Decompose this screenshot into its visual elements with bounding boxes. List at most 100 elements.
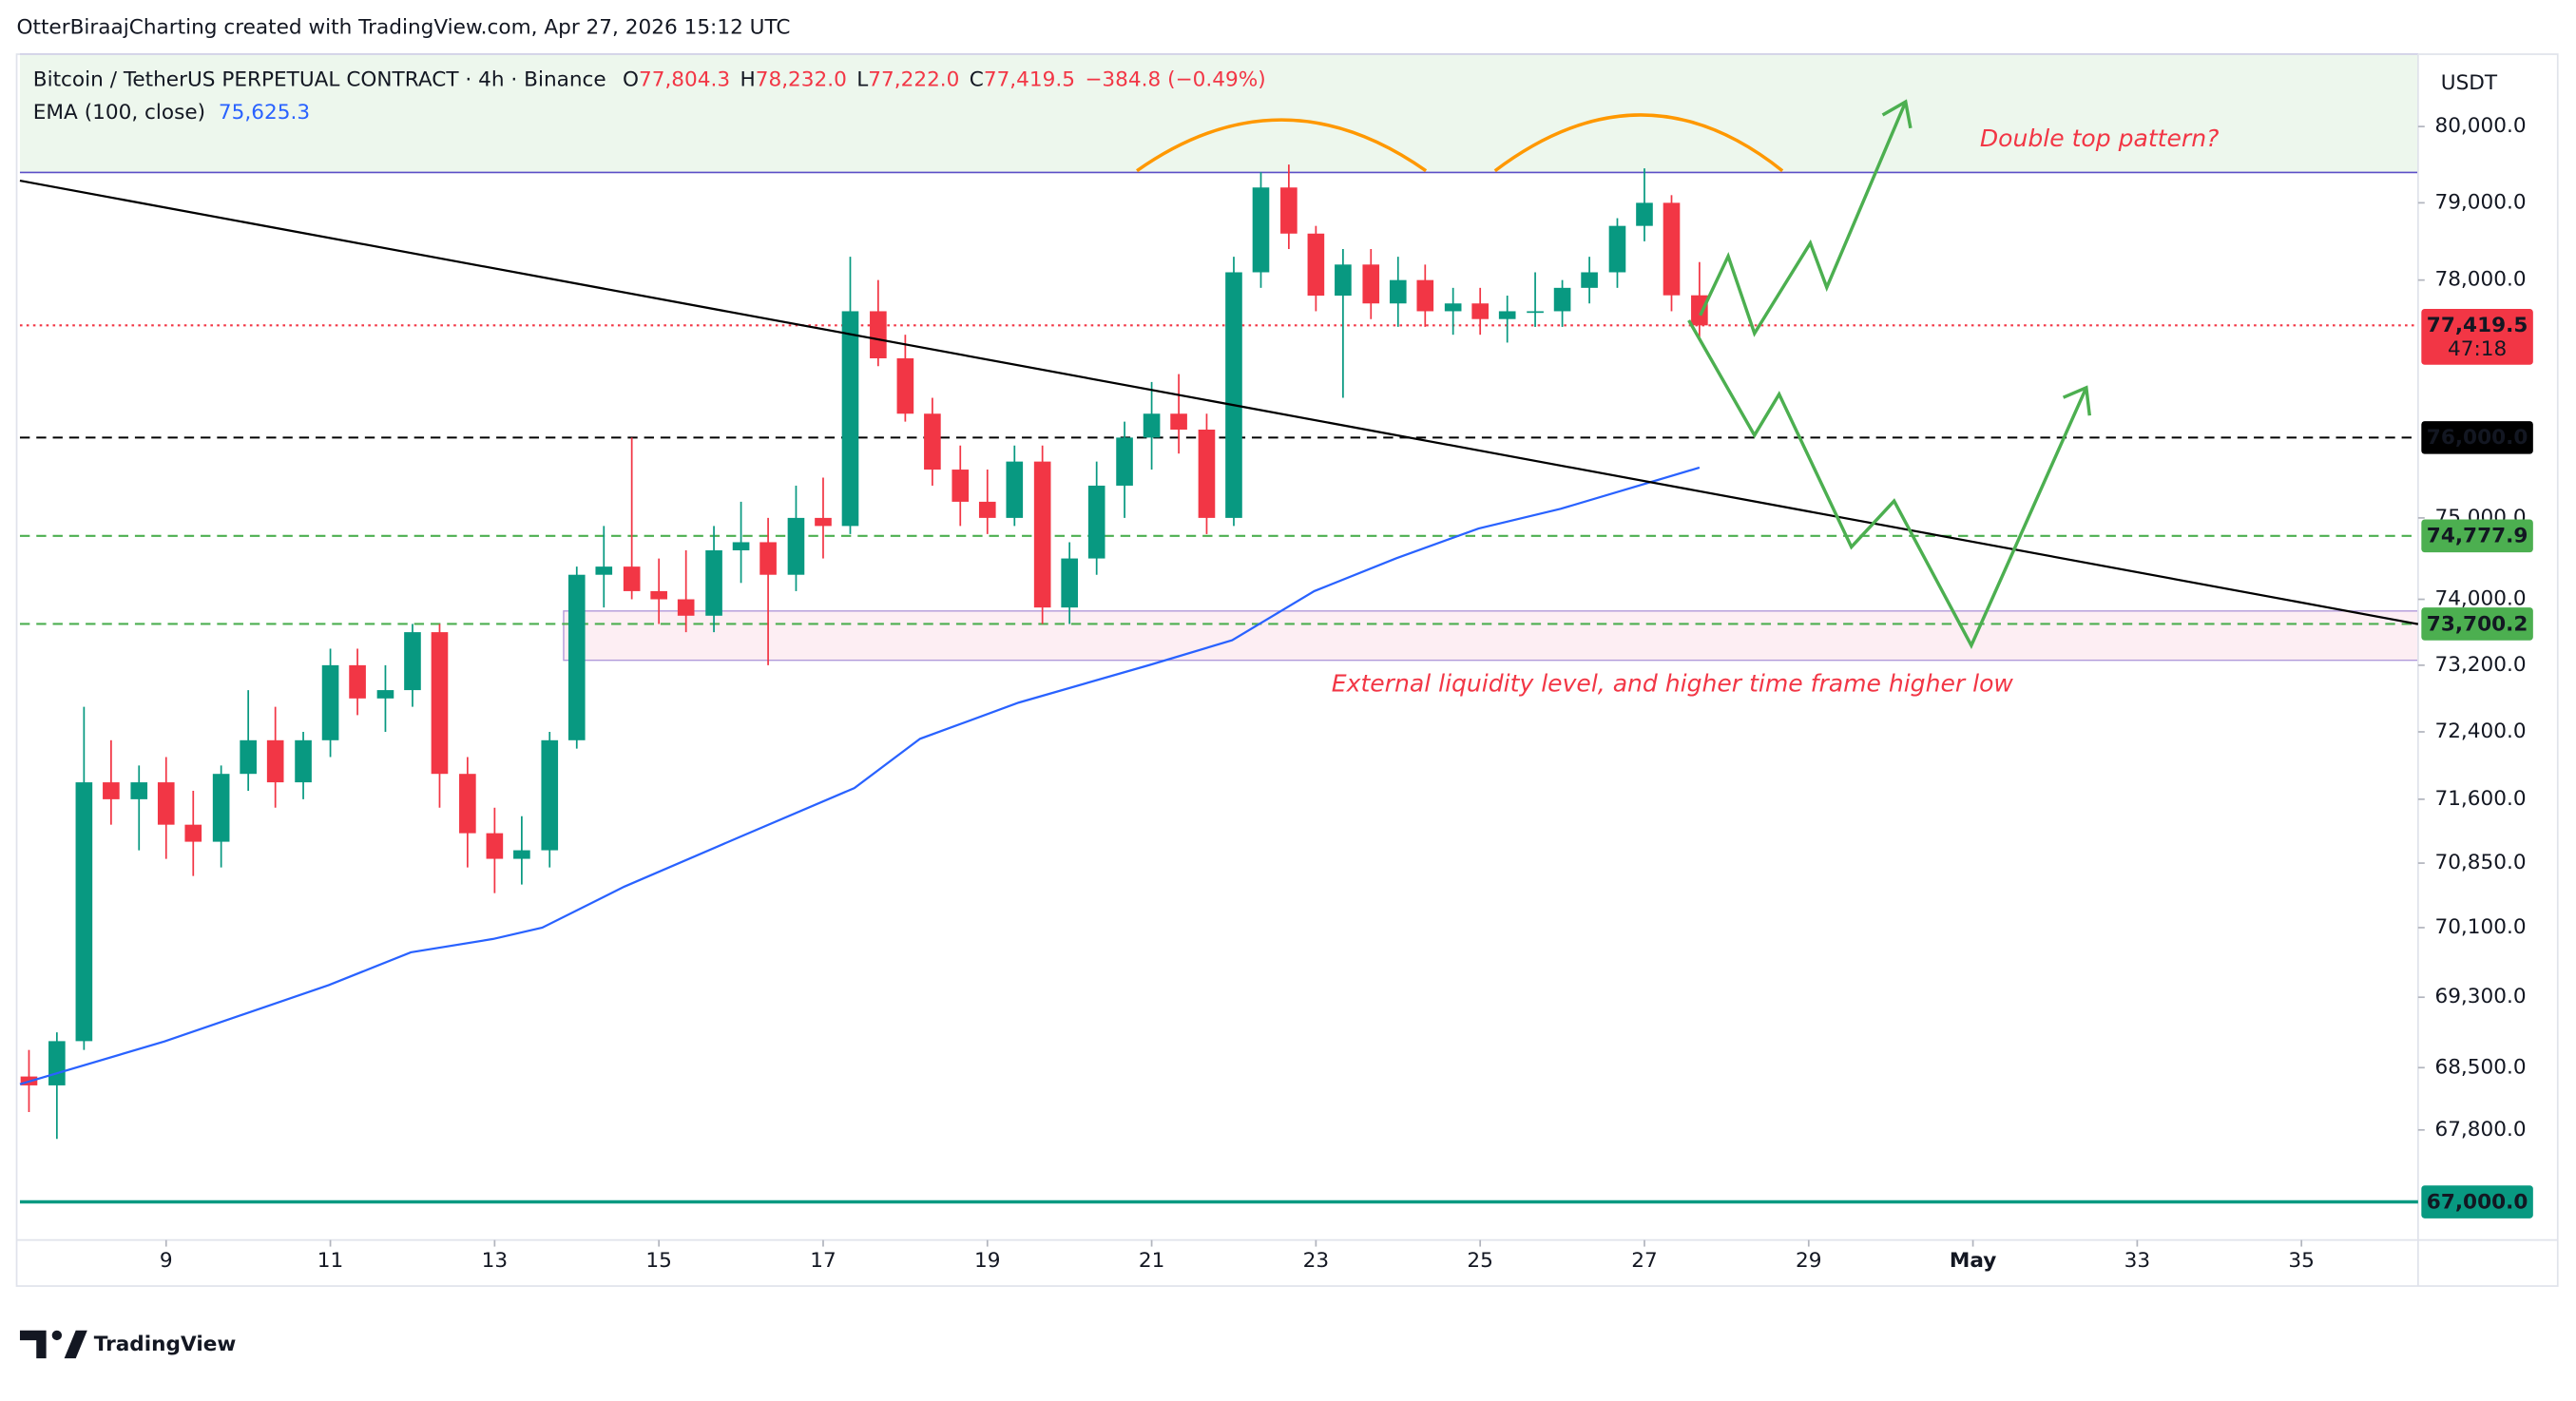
x-tick-label: 15 (645, 1249, 671, 1273)
candle-body (1553, 287, 1571, 312)
candle-body (48, 1041, 66, 1085)
candle-body (1444, 303, 1462, 312)
price-badge (2421, 1185, 2533, 1219)
candle-body (486, 833, 504, 859)
candle-body (349, 664, 366, 699)
candle-body (103, 782, 120, 799)
candle-body (952, 470, 970, 502)
symbol: Bitcoin / TetherUS PERPETUAL CONTRACT · … (33, 68, 606, 92)
ohlc-value: 78,232.0 (756, 68, 847, 92)
x-tick-label: 21 (1139, 1249, 1164, 1273)
annotation: External liquidity level, and higher tim… (1332, 670, 2014, 698)
indicator-name: EMA (100, close) (33, 101, 205, 125)
candle-body (541, 739, 559, 851)
candle-body (924, 413, 941, 470)
supply-zone (19, 54, 2418, 173)
candle-body (1498, 311, 1516, 319)
candle-body (787, 517, 805, 575)
candle-body (1471, 303, 1489, 319)
x-tick-label: 29 (1796, 1249, 1821, 1273)
candle-body (1663, 202, 1681, 296)
candle-body (1691, 295, 1708, 326)
x-tick-label: 35 (2288, 1249, 2314, 1273)
trend-line (19, 179, 2419, 625)
y-tick-label: 67,800.0 (2434, 1118, 2526, 1142)
annotation: Double top pattern? (1980, 125, 2219, 152)
brand: TradingView (94, 1333, 237, 1356)
candle-body (321, 664, 339, 740)
ohlc-key: H (740, 68, 755, 92)
y-tick-label: 71,600.0 (2434, 787, 2526, 811)
ohlc-value: 77,222.0 (868, 68, 959, 92)
y-tick-label: 68,500.0 (2434, 1055, 2526, 1079)
candle-body (1061, 558, 1078, 608)
candle-body (595, 566, 613, 575)
candle-body (1416, 279, 1434, 312)
candle-body (623, 566, 641, 591)
candle-body (677, 599, 695, 616)
x-tick-label: 11 (317, 1249, 343, 1273)
candle-body (1527, 311, 1544, 314)
candle-body (130, 782, 148, 799)
candle-body (841, 311, 859, 527)
candle-body (157, 782, 175, 825)
arrow-head (1881, 99, 1913, 129)
candle-body (376, 690, 394, 699)
candle-body (1225, 272, 1242, 518)
price-badge-label: 76,000.0 (2427, 426, 2528, 450)
y-tick-label: 72,400.0 (2434, 720, 2526, 743)
ohlc-value: 77,804.3 (639, 68, 730, 92)
ohlc-value: 77,419.5 (984, 68, 1075, 92)
candle-body (295, 739, 312, 783)
ohlc-key: O (623, 68, 639, 92)
x-tick-label: May (1950, 1249, 1996, 1273)
y-tick-label: 73,200.0 (2434, 653, 2526, 677)
attribution: OtterBiraajCharting created with Trading… (17, 15, 791, 39)
candle-body (1362, 264, 1380, 304)
candle-body (459, 774, 476, 834)
candle-body (732, 542, 750, 551)
candle-body (759, 542, 777, 575)
candle-body (1636, 202, 1653, 226)
candle-body (1389, 279, 1407, 304)
candle-body (567, 574, 586, 740)
projection-arrows (1687, 99, 2091, 650)
x-tick-label: 19 (974, 1249, 1000, 1273)
bull-path (1699, 101, 1908, 337)
frame (15, 53, 2559, 1287)
axis-unit: USDT (2441, 71, 2498, 95)
candle-body (1170, 413, 1187, 430)
candle-body (184, 824, 202, 842)
plot-area (19, 164, 2418, 1204)
candle-body (1116, 437, 1133, 486)
candle-body (240, 739, 257, 775)
x-tick-label: 33 (2124, 1249, 2150, 1273)
top-arc (1136, 118, 1428, 173)
candle-body (870, 311, 887, 358)
candle-body (1608, 225, 1626, 273)
candle-body (431, 632, 449, 775)
x-tick-label: 9 (160, 1249, 173, 1273)
change: −384.8 (−0.49%) (1085, 68, 1265, 92)
y-tick-label: 70,850.0 (2434, 851, 2526, 874)
y-tick-label: 78,000.0 (2434, 268, 2526, 292)
price-badge-label: 74,777.9 (2427, 525, 2528, 548)
y-tick-label: 79,000.0 (2434, 190, 2526, 214)
candle-body (650, 590, 667, 600)
candle-body (1307, 233, 1325, 297)
candle-body (705, 550, 722, 616)
x-tick-label: 13 (482, 1249, 508, 1273)
candle-body (1087, 485, 1105, 559)
candle-body (1143, 413, 1161, 438)
candle-body (513, 850, 530, 859)
ema-line (19, 466, 1701, 1085)
countdown: 47:18 (2448, 337, 2507, 361)
candle-body (1335, 264, 1352, 297)
liquidity-zone (563, 610, 2419, 662)
candle-body (1006, 461, 1024, 518)
price-badge-label: 77,419.5 (2427, 314, 2528, 337)
candle-body (1280, 187, 1298, 234)
x-tick-label: 23 (1303, 1249, 1329, 1273)
